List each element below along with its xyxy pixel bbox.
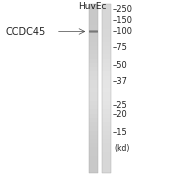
Bar [102,88,111,93]
Text: –250: –250 [112,5,132,14]
Bar [102,105,111,109]
Bar [89,143,98,147]
Bar [89,8,98,12]
Text: –25: –25 [112,101,127,110]
Bar [102,97,111,101]
Bar [102,168,111,173]
Bar [102,109,111,114]
Bar [102,37,111,42]
Bar [102,93,111,97]
Bar [102,156,111,160]
Bar [89,126,98,130]
Bar [102,76,111,80]
Bar [102,8,111,12]
Bar [89,105,98,109]
Bar [89,84,98,88]
Bar [102,80,111,84]
Bar [102,101,111,105]
Bar [102,12,111,16]
Bar [89,147,98,152]
Bar [89,156,98,160]
Bar [89,67,98,71]
Bar [102,118,111,122]
Bar [89,93,98,97]
Text: HuvEc: HuvEc [78,2,107,11]
Bar [89,76,98,80]
Bar [102,71,111,76]
Bar [89,37,98,42]
Bar [102,33,111,37]
Bar [89,164,98,168]
Text: –15: –15 [112,128,127,137]
Bar [102,29,111,33]
Bar [102,122,111,126]
Bar [102,84,111,88]
Bar [89,54,98,59]
Bar [102,67,111,71]
Bar [89,46,98,50]
Text: –20: –20 [112,110,127,119]
Bar [89,109,98,114]
Bar [102,152,111,156]
Text: –50: –50 [112,61,127,70]
Bar [89,88,98,93]
Text: –37: –37 [112,77,127,86]
Bar [102,126,111,130]
Bar [102,4,111,173]
Bar [89,12,98,16]
Bar [102,160,111,164]
Bar [89,71,98,76]
Text: –75: –75 [112,43,127,52]
Bar [102,143,111,147]
Bar [102,46,111,50]
Bar [89,152,98,156]
Bar [89,33,98,37]
Bar [89,4,98,173]
Bar [102,21,111,25]
Bar [89,42,98,46]
Bar [89,50,98,54]
Bar [89,114,98,118]
Bar [102,147,111,152]
Bar [89,135,98,139]
Bar [102,135,111,139]
Bar [89,59,98,63]
Bar [102,54,111,59]
Bar [89,139,98,143]
Bar [89,21,98,25]
Bar [89,118,98,122]
Bar [89,97,98,101]
Bar [89,25,98,29]
Bar [102,59,111,63]
Text: –100: –100 [112,27,132,36]
Bar [102,114,111,118]
Bar [89,29,98,33]
Text: –150: –150 [112,16,132,25]
Bar [102,16,111,21]
Bar [89,63,98,67]
Bar [102,4,111,8]
Text: (kd): (kd) [114,144,130,153]
Bar [102,50,111,54]
Bar [89,30,98,33]
Bar [89,101,98,105]
Bar [102,25,111,29]
Bar [102,164,111,168]
Bar [89,130,98,135]
Bar [102,130,111,135]
Bar [102,139,111,143]
Bar [89,122,98,126]
Bar [102,63,111,67]
Bar [89,31,98,32]
Bar [89,4,98,8]
Text: CCDC45: CCDC45 [5,27,46,37]
Bar [102,42,111,46]
Bar [89,168,98,173]
Bar [89,16,98,21]
Bar [89,160,98,164]
Bar [89,80,98,84]
